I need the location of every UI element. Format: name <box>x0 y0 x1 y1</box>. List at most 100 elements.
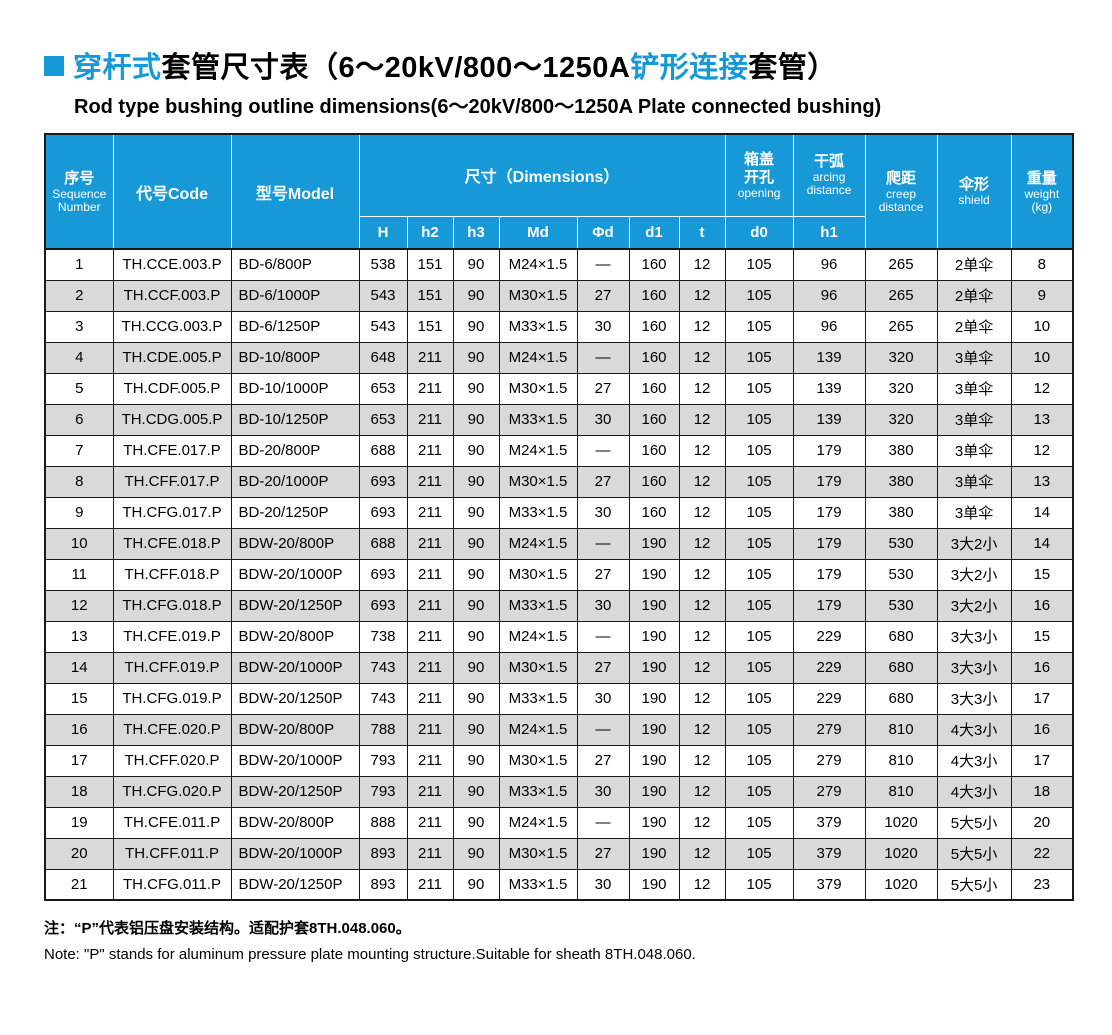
cell-weight: 14 <box>1010 527 1074 560</box>
cell-h3: 90 <box>452 310 500 343</box>
cell-t: 12 <box>678 837 726 870</box>
sub-header-t: t <box>678 215 726 250</box>
cell-h1: 179 <box>792 527 866 560</box>
cell-phi-d: 27 <box>576 837 630 870</box>
cell-weight: 8 <box>1010 248 1074 281</box>
cell-weight: 15 <box>1010 558 1074 591</box>
cell-h1: 96 <box>792 279 866 312</box>
table-row: 16 TH.CFE.020.P BDW-20/800P 788 211 90 M24×1.5… <box>44 713 1074 746</box>
cell-code: TH.CFF.017.P <box>112 465 232 498</box>
col-header-opening-en: opening <box>737 185 781 200</box>
cell-shield: 3大3小 <box>936 651 1012 684</box>
cell-creep: 810 <box>864 775 938 808</box>
cell-code: TH.CFE.017.P <box>112 434 232 467</box>
cell-shield: 5大5小 <box>936 806 1012 839</box>
cell-creep: 530 <box>864 527 938 560</box>
cell-H: 538 <box>358 248 408 281</box>
cell-h1: 229 <box>792 682 866 715</box>
cell-creep: 380 <box>864 434 938 467</box>
col-header-opening: 箱盖 开孔 opening <box>724 133 794 217</box>
cell-d0: 105 <box>724 589 794 622</box>
cell-weight: 16 <box>1010 713 1074 746</box>
title-segment: 穿杆式 <box>73 52 162 84</box>
col-header-sequence-en1: Sequence <box>52 186 107 201</box>
cell-H: 693 <box>358 465 408 498</box>
table-row: 4 TH.CDE.005.P BD-10/800P 648 211 90 M24×1.5—1… <box>44 341 1074 374</box>
header-row-main: 序号 Sequence Number 代号Code 型号Model 尺寸（Dim… <box>44 133 1074 250</box>
cell-d0: 105 <box>724 279 794 312</box>
cell-phi-d: 30 <box>576 310 630 343</box>
col-header-model: 型号Model <box>230 133 360 250</box>
col-header-arcing-en2: distance <box>806 183 852 198</box>
cell-phi-d: 30 <box>576 868 630 901</box>
cell-model: BDW-20/1250P <box>230 589 360 622</box>
cell-h1: 179 <box>792 589 866 622</box>
cell-weight: 12 <box>1010 434 1074 467</box>
cell-weight: 20 <box>1010 806 1074 839</box>
cell-d0: 105 <box>724 713 794 746</box>
cell-weight: 9 <box>1010 279 1074 312</box>
cell-d1: 160 <box>628 310 680 343</box>
table-row: 3 TH.CCG.003.P BD-6/1250P 543 151 90 M33×1.5 30… <box>44 310 1074 343</box>
cell-code: TH.CFG.019.P <box>112 682 232 715</box>
cell-d0: 105 <box>724 651 794 684</box>
cell-h3: 90 <box>452 589 500 622</box>
cell-h3: 90 <box>452 868 500 901</box>
table-body: 1 TH.CCE.003.P BD-6/800P 538 151 90 M24×1.5—16… <box>44 248 1074 901</box>
cell-h1: 139 <box>792 403 866 436</box>
cell-shield: 3大2小 <box>936 589 1012 622</box>
sub-header-phi-d: Φd <box>576 215 630 250</box>
table-header: 序号 Sequence Number 代号Code 型号Model 尺寸（Dim… <box>44 133 1074 250</box>
cell-H: 743 <box>358 651 408 684</box>
cell-seq: 8 <box>44 465 114 498</box>
cell-creep: 1020 <box>864 837 938 870</box>
cell-seq: 14 <box>44 651 114 684</box>
cell-shield: 4大3小 <box>936 775 1012 808</box>
cell-d0: 105 <box>724 465 794 498</box>
cell-Md: M24×1.5 <box>498 713 578 746</box>
col-header-opening-cn2: 开孔 <box>744 168 775 186</box>
cell-creep: 265 <box>864 248 938 281</box>
cell-h1: 179 <box>792 434 866 467</box>
cell-seq: 9 <box>44 496 114 529</box>
col-header-arcing-cn: 干弧 <box>814 153 845 171</box>
col-header-sequence: 序号 Sequence Number <box>44 133 114 250</box>
table-row: 15 TH.CFG.019.P BDW-20/1250P 743 211 90 M33×1.… <box>44 682 1074 715</box>
cell-phi-d: 30 <box>576 775 630 808</box>
table-row: 13 TH.CFE.019.P BDW-20/800P 738 211 90 M24×1.5… <box>44 620 1074 653</box>
col-header-opening-cn1: 箱盖 <box>744 150 775 168</box>
cell-h3: 90 <box>452 465 500 498</box>
table-row: 8 TH.CFF.017.P BD-20/1000P 693 211 90 M30×1.5 2… <box>44 465 1074 498</box>
cell-weight: 12 <box>1010 372 1074 405</box>
cell-model: BDW-20/1000P <box>230 558 360 591</box>
cell-d1: 190 <box>628 806 680 839</box>
cell-Md: M30×1.5 <box>498 372 578 405</box>
cell-h1: 229 <box>792 620 866 653</box>
table-row: 12 TH.CFG.018.P BDW-20/1250P 693 211 90 M33×1.… <box>44 589 1074 622</box>
col-header-weight-unit: (kg) <box>1031 199 1053 214</box>
cell-d0: 105 <box>724 837 794 870</box>
cell-shield: 3大3小 <box>936 620 1012 653</box>
cell-h2: 211 <box>406 651 454 684</box>
cell-shield: 4大3小 <box>936 713 1012 746</box>
table-row: 1 TH.CCE.003.P BD-6/800P 538 151 90 M24×1.5—16… <box>44 248 1074 281</box>
cell-Md: M24×1.5 <box>498 341 578 374</box>
col-header-creep-en1: creep <box>886 186 917 201</box>
cell-model: BD-20/1000P <box>230 465 360 498</box>
cell-h1: 379 <box>792 868 866 901</box>
cell-model: BDW-20/1250P <box>230 775 360 808</box>
cell-code: TH.CDG.005.P <box>112 403 232 436</box>
cell-d1: 160 <box>628 372 680 405</box>
sub-header-h2: h2 <box>406 215 454 250</box>
cell-creep: 810 <box>864 744 938 777</box>
cell-t: 12 <box>678 806 726 839</box>
col-header-shield-en: shield <box>958 193 990 207</box>
cell-d1: 190 <box>628 744 680 777</box>
cell-H: 893 <box>358 868 408 901</box>
cell-h3: 90 <box>452 496 500 529</box>
cell-h2: 211 <box>406 496 454 529</box>
cell-d0: 105 <box>724 682 794 715</box>
cell-h2: 211 <box>406 868 454 901</box>
table-row: 18 TH.CFG.020.P BDW-20/1250P 793 211 90 M33×1.… <box>44 775 1074 808</box>
cell-model: BDW-20/1250P <box>230 868 360 901</box>
